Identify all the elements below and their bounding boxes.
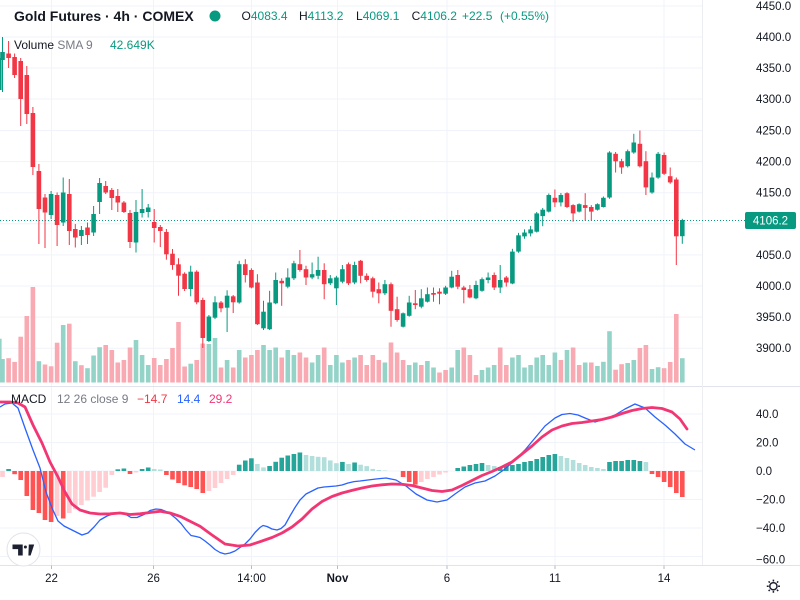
svg-text:26: 26 [147, 573, 160, 585]
svg-text:22: 22 [45, 573, 58, 585]
svg-text:6: 6 [444, 573, 450, 585]
svg-text:4150.0: 4150.0 [756, 188, 791, 200]
svg-text:4300.0: 4300.0 [756, 94, 791, 106]
svg-text:11: 11 [549, 573, 561, 585]
svg-text:4450.0: 4450.0 [756, 1, 791, 13]
svg-text:−20.0: −20.0 [756, 495, 785, 507]
svg-text:Volume SMA 942.649K: Volume SMA 9 42.649K [14, 38, 155, 52]
svg-text:20.0: 20.0 [756, 438, 778, 450]
svg-text:3900.0: 3900.0 [756, 343, 791, 355]
svg-text:4350.0: 4350.0 [756, 63, 791, 75]
svg-text:4400.0: 4400.0 [756, 32, 791, 44]
svg-text:−60.0: −60.0 [756, 555, 785, 567]
svg-text:Nov: Nov [327, 573, 349, 585]
svg-text:14: 14 [658, 573, 671, 585]
svg-text:4106.2: 4106.2 [753, 216, 788, 228]
svg-text:4250.0: 4250.0 [756, 126, 791, 138]
svg-text:40.0: 40.0 [756, 409, 778, 421]
svg-text:4200.0: 4200.0 [756, 157, 791, 169]
svg-text:Gold Futures · 4h · COMEX: Gold Futures · 4h · COMEX [14, 8, 194, 24]
svg-text:14:00: 14:00 [237, 573, 266, 585]
svg-text:−40.0: −40.0 [756, 523, 785, 535]
svg-text:3950.0: 3950.0 [756, 312, 791, 324]
svg-text:0.0: 0.0 [756, 466, 772, 478]
svg-text:4000.0: 4000.0 [756, 281, 791, 293]
svg-text:4050.0: 4050.0 [756, 250, 791, 262]
